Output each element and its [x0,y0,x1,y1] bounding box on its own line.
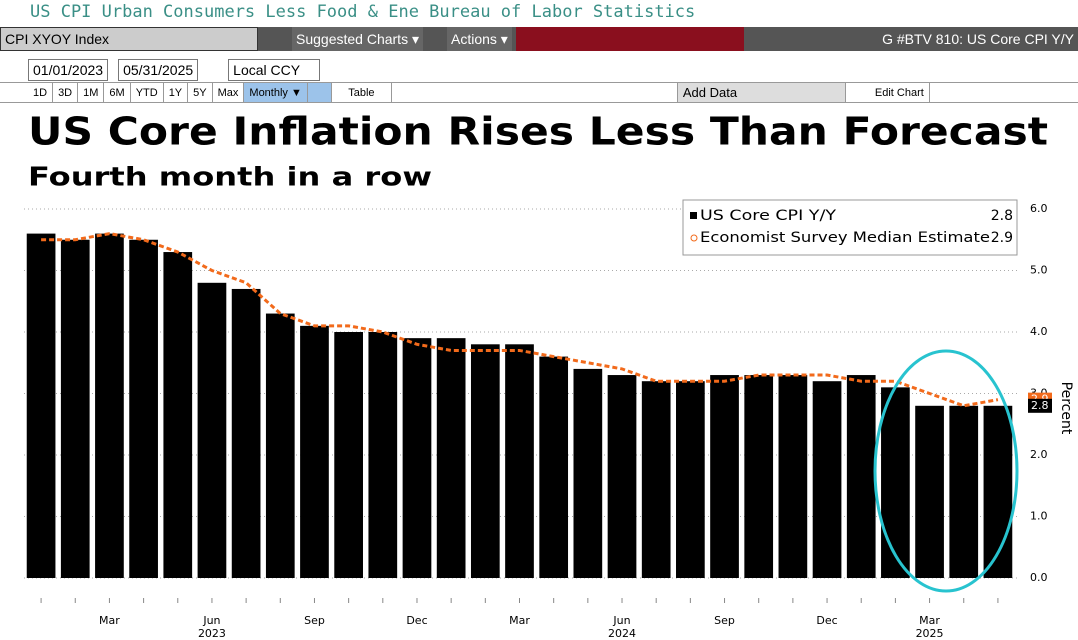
bar [197,282,227,578]
bar [676,381,705,578]
x-tick-label: Jun [612,614,630,627]
bar [163,252,193,579]
bar [812,381,842,578]
bar [231,288,261,578]
start-date[interactable]: 01/01/2023 [28,59,109,81]
legend-label: US Core CPI Y/Y [700,208,837,224]
x-year-label: 2025 [916,627,944,640]
bar [129,239,158,578]
highlight-ellipse [873,349,1019,593]
x-tick-label: Mar [919,614,940,627]
bar [265,313,295,578]
y-tick-label: 2.0 [1030,448,1048,461]
bar [334,332,363,578]
bar [436,338,466,578]
x-tick-label: Jun [202,614,220,627]
x-year-label: 2023 [198,627,226,640]
bar [470,344,500,578]
bar [607,375,637,578]
toolbar-1: CPI XYOY Index Suggested Charts ▾ Action… [0,27,1078,51]
x-tick-label: Dec [816,614,837,627]
range-button[interactable]: 5Y [188,83,213,102]
table-button[interactable]: Table [332,83,392,102]
bar [368,332,398,578]
chart-title: US Core Inflation Rises Less Than Foreca… [28,110,1048,154]
x-tick-label: Mar [509,614,530,627]
suggested-charts[interactable]: Suggested Charts ▾ [292,27,423,51]
bar [949,405,979,578]
plot: 0.01.02.03.04.05.06.0MarJun2023SepDecMar… [24,199,1052,640]
bar [300,325,329,578]
add-data[interactable]: Add Data [677,83,846,102]
last-value-box [1028,398,1052,413]
bar [710,375,739,578]
y-tick-label: 5.0 [1030,264,1048,277]
bar [60,239,90,578]
bar [846,375,876,578]
x-tick-label: Dec [406,614,427,627]
chart-subtitle: Fourth month in a row [28,163,432,193]
bar [402,338,432,578]
legend-value: 2.8 [991,208,1013,224]
currency[interactable]: Local CCY [228,59,321,81]
frequency-button[interactable]: Monthly ▼ [244,83,308,102]
bar [95,233,124,578]
x-tick-label: Sep [714,614,735,627]
legend-swatch [690,212,697,219]
spacer [307,83,332,102]
range-button[interactable]: 1D [28,83,54,102]
range-button[interactable]: 1Y [164,83,189,102]
y-tick-label: 4.0 [1030,325,1048,338]
bar [573,368,603,578]
bar [505,344,534,578]
y-axis-label: Percent [1058,382,1074,435]
bar [539,356,569,578]
actions-menu[interactable]: Actions ▾ [447,27,512,51]
end-date[interactable]: 05/31/2025 [118,59,199,81]
range-button[interactable]: YTD [131,83,164,102]
range-button[interactable]: 6M [104,83,131,102]
bar [983,405,1013,578]
range-button[interactable]: Max [213,83,245,102]
bar [778,375,808,578]
toolbar-2: 01/01/2023 05/31/2025 Local CCY [0,59,1078,81]
line [41,232,999,408]
bar [744,375,774,578]
bar [915,405,944,578]
range-button[interactable]: 3D [53,83,79,102]
y-tick-label: 1.0 [1030,510,1048,523]
bar [641,381,671,578]
y-tick-label: 0.0 [1030,571,1048,584]
edit-chart[interactable]: Edit Chart [870,83,930,102]
bar [881,387,910,578]
legend-value: 2.9 [991,230,1013,246]
x-year-label: 2024 [608,627,636,640]
y-tick-label: 6.0 [1030,202,1048,215]
legend-box [682,199,1018,256]
range-button[interactable]: 1M [78,83,105,102]
spacer [392,83,678,102]
x-tick-label: Mar [99,614,120,627]
legend-label: Economist Survey Median Estimate [700,230,990,246]
last-value-label: 2.8 [1031,399,1049,412]
ticker-field[interactable]: CPI XYOY Index [0,27,258,51]
chart-name: G #BTV 810: US Core CPI Y/Y [882,31,1074,47]
security-description: US CPI Urban Consumers Less Food & Ene B… [30,2,696,22]
legend-swatch [690,234,698,242]
toolbar-3: 1D 3D 1M 6M YTD 1Y 5Y Max Monthly ▼ Table Add Data… [0,82,1078,103]
bar [26,233,56,578]
x-tick-label: Sep [304,614,325,627]
